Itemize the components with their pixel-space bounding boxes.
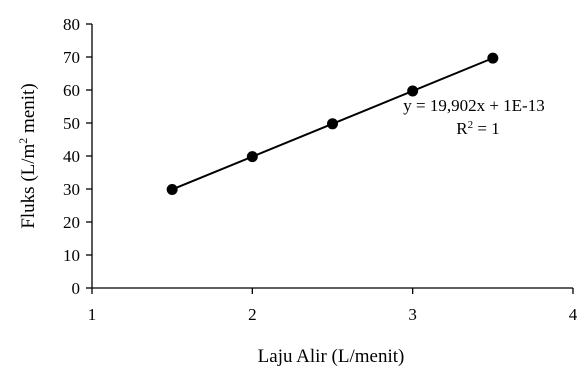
y-tick-label: 30 [63,180,80,199]
x-tick-label: 4 [569,305,578,324]
r-squared-symbol: R [456,119,468,138]
y-tick-label: 50 [63,114,80,133]
y-tick-label: 80 [63,15,80,34]
x-tick-label: 3 [408,305,417,324]
y-tick-label: 70 [63,48,80,67]
y-tick-label: 10 [63,246,80,265]
y-tick-label: 40 [63,147,80,166]
x-axis-title: Laju Alir (L/menit) [258,346,405,367]
data-point [327,118,338,130]
y-axis-ticks: 0 10 20 30 40 50 60 70 80 [63,15,92,298]
data-point [246,151,258,163]
data-point [487,52,499,64]
x-tick-label: 2 [248,305,257,324]
y-axis-title-main: Fluks (L/m [18,143,39,228]
y-axis-title-superscript: 2 [16,138,30,144]
y-tick-label: 60 [63,81,80,100]
y-axis-title-end: menit) [18,83,39,137]
y-tick-label: 20 [63,213,80,232]
trendline-equation: y = 19,902x + 1E-13 [403,96,544,115]
r-squared-value: = 1 [473,119,500,138]
data-points [166,52,499,195]
y-axis-title: Fluks (L/m2 menit) [16,83,39,228]
data-point [407,85,419,97]
x-axis-ticks: 1 2 3 4 [88,288,578,324]
x-tick-label: 1 [88,305,97,324]
r-squared-superscript: 2 [468,119,474,131]
data-point [166,183,178,195]
r-squared-label: R2 = 1 [456,119,499,138]
y-tick-label: 0 [72,279,81,298]
